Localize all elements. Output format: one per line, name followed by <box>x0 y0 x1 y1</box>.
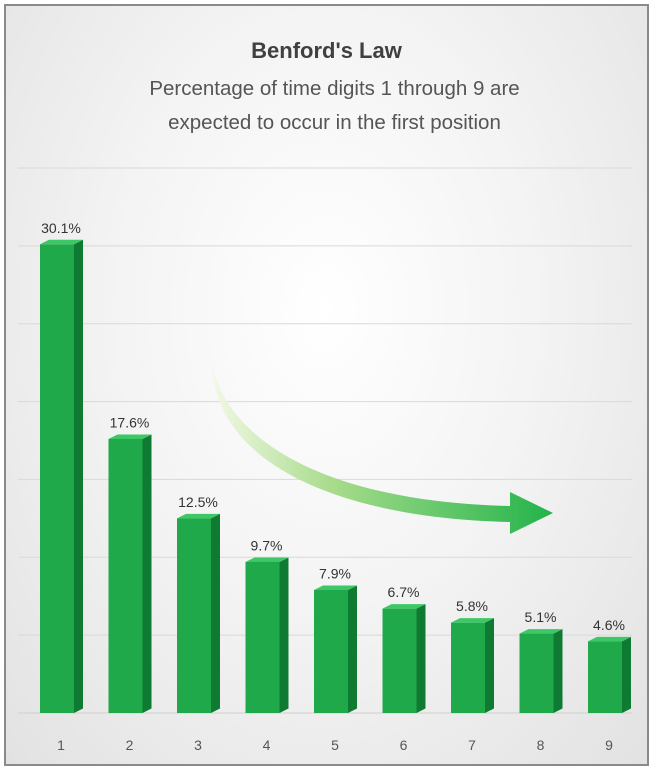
bar-top <box>245 557 289 562</box>
bar-3 <box>177 513 220 713</box>
bar-top <box>108 434 152 439</box>
data-label-6: 6.7% <box>388 584 420 600</box>
chart-title: Benford's Law <box>251 38 402 63</box>
bar-top <box>451 618 494 623</box>
x-tick-6: 6 <box>400 737 408 753</box>
x-tick-9: 9 <box>605 737 613 753</box>
bar-top <box>314 585 357 590</box>
data-label-4: 9.7% <box>251 537 283 553</box>
bar-2 <box>108 434 152 713</box>
bars <box>40 239 631 714</box>
x-tick-8: 8 <box>537 737 545 753</box>
chart-subtitle: Percentage of time digits 1 through 9 ar… <box>96 72 573 140</box>
bar-front <box>519 633 554 713</box>
bar-5 <box>314 585 357 713</box>
bar-9 <box>588 636 631 713</box>
x-tick-labels: 1 2 3 4 5 6 7 8 9 <box>57 737 613 753</box>
bar-side <box>348 585 357 713</box>
bar-front <box>314 589 348 713</box>
data-labels: 30.1% 17.6% 12.5% 9.7% 7.9% 6.7% 5.8% 5.1% 4.6% <box>41 220 625 633</box>
trend-arrow-shape <box>212 366 553 534</box>
bar-front <box>40 244 74 714</box>
x-tick-4: 4 <box>263 737 271 753</box>
bar-6 <box>382 604 426 713</box>
x-tick-7: 7 <box>468 737 476 753</box>
bar-top <box>382 604 426 609</box>
bar-front <box>382 608 417 713</box>
bar-top <box>40 239 83 245</box>
bar-7 <box>451 618 494 713</box>
bar-front <box>177 518 211 713</box>
bar-side <box>74 239 83 714</box>
x-tick-2: 2 <box>126 737 134 753</box>
chart-subtitle-line-1: Percentage of time digits 1 through 9 ar… <box>149 77 520 100</box>
bar-side <box>142 434 152 713</box>
bar-side <box>485 618 494 713</box>
bar-4 <box>245 557 289 713</box>
x-tick-1: 1 <box>57 737 65 753</box>
bar-top <box>519 629 563 634</box>
chart-subtitle-line-2: expected to occur in the first position <box>168 111 501 134</box>
bar-8 <box>519 629 563 713</box>
bar-side <box>622 636 631 713</box>
data-label-8: 5.1% <box>525 609 557 625</box>
data-label-7: 5.8% <box>456 598 488 614</box>
data-label-5: 7.9% <box>319 565 351 581</box>
bar-top <box>588 636 631 642</box>
bar-front <box>108 438 143 713</box>
bar-1 <box>40 239 83 714</box>
bar-side <box>279 557 289 713</box>
bar-front <box>451 622 485 713</box>
bar-side <box>211 513 220 713</box>
trend-arrow <box>212 366 553 534</box>
bar-front <box>245 561 280 713</box>
data-label-9: 4.6% <box>593 617 625 633</box>
data-label-2: 17.6% <box>110 414 150 430</box>
x-tick-3: 3 <box>194 737 202 753</box>
data-label-1: 30.1% <box>41 220 81 236</box>
bar-front <box>588 641 622 713</box>
data-label-3: 12.5% <box>178 494 218 510</box>
x-tick-5: 5 <box>331 737 339 753</box>
bar-side <box>553 629 563 713</box>
bar-side <box>416 604 426 713</box>
bar-top <box>177 513 220 519</box>
